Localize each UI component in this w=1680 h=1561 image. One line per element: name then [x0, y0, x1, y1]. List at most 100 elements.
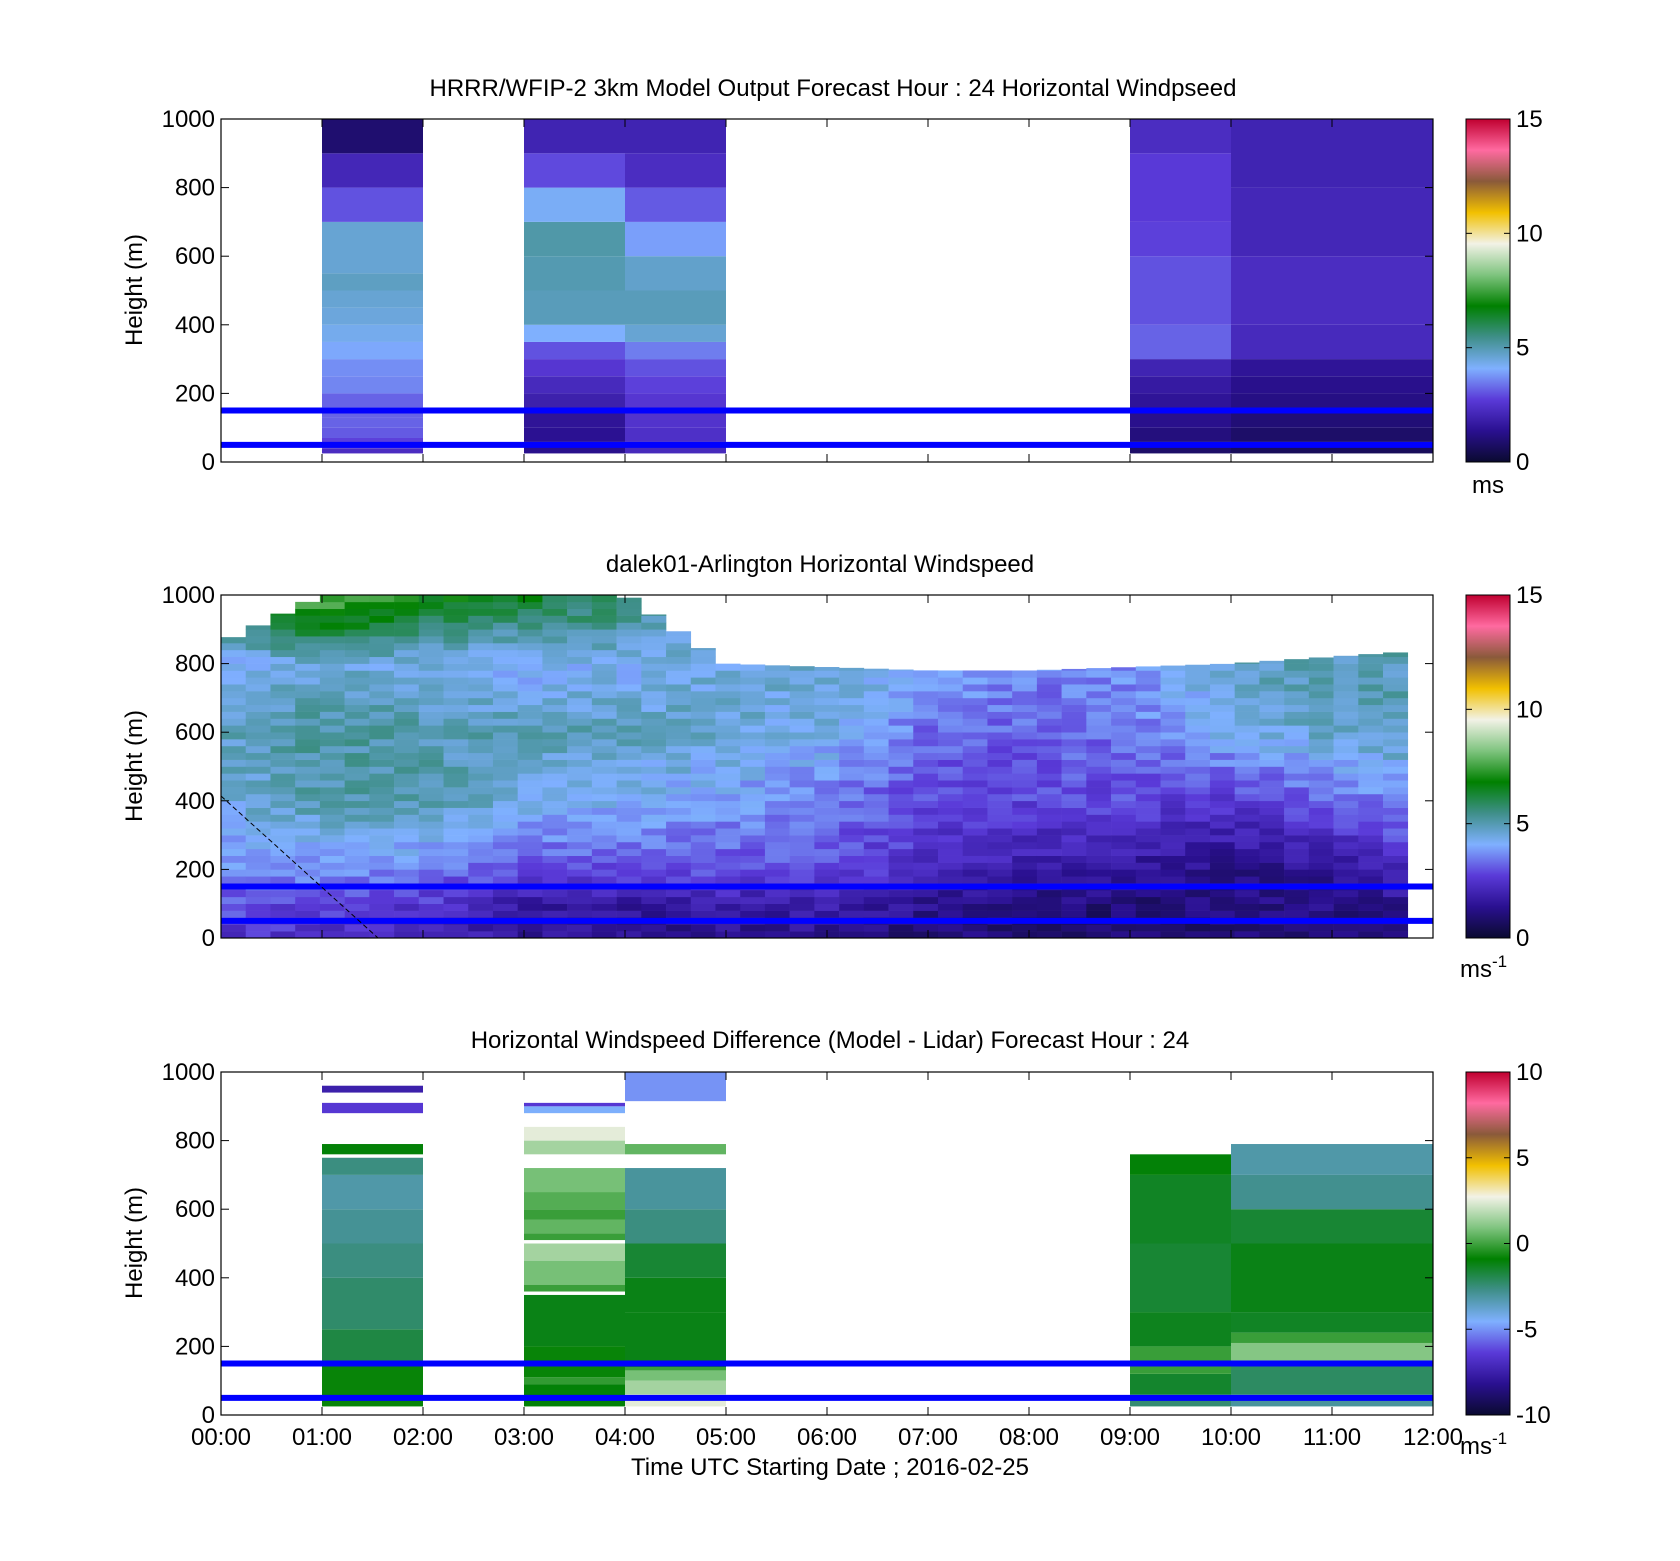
heatmap-cell	[1259, 691, 1285, 699]
heatmap-cell	[443, 732, 469, 740]
heatmap-cell	[666, 800, 692, 808]
heatmap-cell	[937, 739, 964, 747]
heatmap-cell	[1358, 752, 1384, 760]
heatmap-cell	[245, 677, 271, 685]
heatmap-cell	[1333, 684, 1359, 692]
heatmap-cell	[270, 649, 296, 658]
heatmap-cell	[789, 666, 815, 671]
heatmap-cell	[1012, 745, 1038, 754]
heatmap-cell	[1036, 862, 1062, 870]
heatmap-cell	[322, 376, 423, 394]
heatmap-cell	[1259, 759, 1285, 767]
heatmap-cell	[542, 793, 568, 802]
heatmap-cell	[690, 800, 716, 808]
heatmap-cell	[715, 711, 741, 719]
heatmap-cell	[567, 725, 593, 733]
heatmap-cell	[616, 855, 642, 863]
heatmap-cell	[789, 752, 815, 760]
heatmap-cell	[616, 643, 642, 651]
heatmap-cell	[468, 855, 494, 863]
heatmap-cell	[789, 759, 815, 767]
heatmap-cell	[295, 807, 321, 815]
heatmap-cell	[394, 800, 420, 808]
heatmap-cell	[1086, 855, 1112, 863]
heatmap-cell	[344, 636, 370, 644]
colorbar-unit: ms	[1460, 956, 1492, 983]
heatmap-cell	[1160, 691, 1186, 699]
heatmap-cell	[1333, 835, 1359, 843]
heatmap-cell	[962, 869, 988, 877]
colorbar-tick-label: -5	[1516, 1316, 1537, 1343]
heatmap-cell	[1231, 427, 1433, 442]
x-tick-label: 04:00	[595, 1424, 655, 1451]
heatmap-cell	[1185, 704, 1211, 712]
y-tick-label: 800	[175, 175, 215, 202]
heatmap-cell	[394, 889, 420, 898]
heatmap-cell	[1185, 773, 1211, 781]
heatmap-cell	[1358, 848, 1384, 856]
heatmap-cell	[839, 848, 865, 856]
heatmap-cell	[443, 615, 469, 623]
heatmap-cell	[1160, 821, 1186, 829]
heatmap-cell	[567, 663, 593, 671]
heatmap-cell	[625, 1144, 726, 1155]
heatmap-cell	[1333, 656, 1359, 664]
heatmap-cell	[1135, 835, 1161, 843]
heatmap-cell	[221, 793, 247, 802]
heatmap-cell	[567, 780, 593, 788]
heatmap-cell	[1308, 691, 1334, 699]
heatmap-cell	[814, 697, 840, 706]
heatmap-cell	[270, 739, 296, 747]
heatmap-cell	[221, 656, 247, 664]
heatmap-cell	[1086, 732, 1112, 740]
heatmap-cell	[641, 691, 667, 699]
heatmap-cell	[1259, 903, 1285, 911]
heatmap-cell	[1308, 732, 1334, 740]
heatmap-cell	[1284, 773, 1310, 781]
heatmap-cell	[1209, 793, 1235, 802]
heatmap-cell	[789, 862, 815, 870]
heatmap-cell	[221, 855, 247, 863]
heatmap-cell	[764, 725, 790, 733]
heatmap-cell	[1383, 711, 1409, 719]
heatmap-cell	[319, 725, 345, 733]
heatmap-cell	[492, 759, 518, 767]
heatmap-cell	[839, 745, 865, 754]
heatmap-cell	[591, 862, 617, 870]
heatmap-cell	[1012, 814, 1038, 822]
heatmap-cell	[839, 704, 865, 712]
heatmap-cell	[962, 931, 988, 939]
heatmap-cell	[1135, 766, 1161, 774]
panel-lidar-heatmap	[221, 595, 1409, 939]
heatmap-cell	[1209, 835, 1235, 843]
heatmap-cell	[987, 828, 1013, 836]
heatmap-cell	[1111, 876, 1137, 884]
heatmap-cell	[1086, 684, 1112, 692]
heatmap-cell	[715, 766, 741, 774]
heatmap-cell	[1036, 876, 1062, 884]
heatmap-cell	[418, 862, 444, 870]
heatmap-cell	[789, 869, 815, 877]
heatmap-cell	[1185, 739, 1211, 747]
heatmap-cell	[344, 643, 370, 651]
heatmap-cell	[962, 691, 988, 699]
heatmap-cell	[641, 841, 667, 850]
heatmap-cell	[962, 725, 988, 733]
heatmap-cell	[1130, 256, 1231, 325]
heatmap-cell	[295, 910, 321, 918]
heatmap-cell	[492, 677, 518, 685]
heatmap-cell	[987, 848, 1013, 856]
heatmap-cell	[789, 903, 815, 911]
heatmap-cell	[394, 684, 420, 692]
heatmap-cell	[567, 718, 593, 726]
heatmap-cell	[443, 814, 469, 822]
y-tick-label: 200	[175, 380, 215, 407]
heatmap-cell	[814, 718, 840, 726]
heatmap-cell	[715, 780, 741, 788]
heatmap-cell	[1135, 862, 1161, 870]
heatmap-cell	[542, 704, 568, 712]
heatmap-cell	[1160, 828, 1186, 836]
heatmap-cell	[764, 697, 790, 706]
heatmap-cell	[517, 855, 543, 863]
